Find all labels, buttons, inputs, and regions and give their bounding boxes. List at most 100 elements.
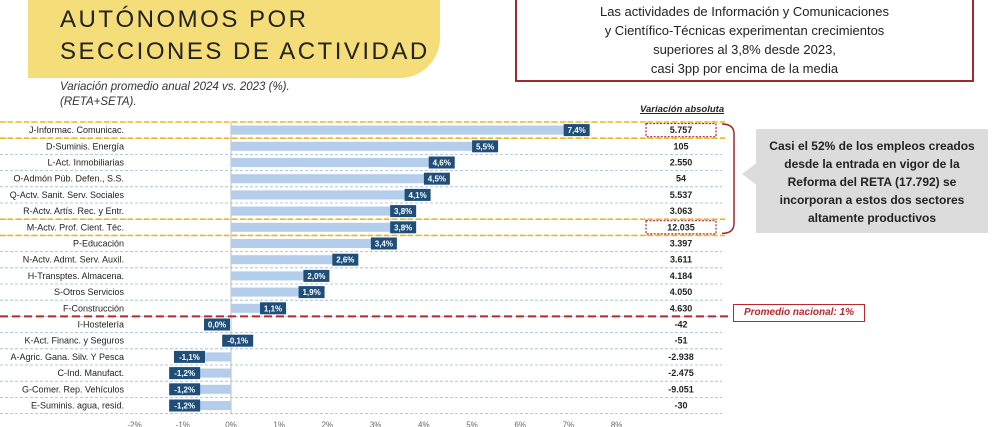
absolute-highlight-box: [645, 122, 717, 138]
page-title-line1: AUTÓNOMOS POR: [60, 6, 309, 33]
category-label: L-Act. Inmobiliarias: [47, 158, 124, 168]
subtitle-line1: Variación promedio anual 2024 vs. 2023 (…: [60, 81, 290, 93]
x-tick-label: 1%: [273, 421, 285, 427]
category-label: J-Informac. Comunicac.: [29, 125, 124, 135]
value-label: 2,0%: [307, 272, 325, 281]
absolute-value: 3.611: [670, 255, 692, 265]
category-label: G-Comer. Rep. Vehículos: [22, 384, 125, 394]
value-label: 1,9%: [302, 288, 320, 297]
value-label-box: [404, 188, 431, 201]
bar: [231, 125, 588, 135]
absolute-value: 5.757: [670, 125, 693, 135]
category-label: R-Actv. Artís. Rec. y Entr.: [23, 206, 124, 216]
side-note-line2: desde la entrada en vigor de la: [784, 157, 960, 171]
value-label-box: [390, 205, 417, 218]
value-label-box: [390, 221, 417, 234]
x-tick-label: 4%: [418, 421, 430, 427]
bar: [173, 384, 231, 394]
absolute-value: 5.537: [670, 190, 693, 200]
side-note-line1: Casi el 52% de los empleos creados: [769, 139, 975, 153]
value-label-box: [472, 140, 499, 153]
x-tick-label: 2%: [322, 421, 334, 427]
value-label: 3,8%: [394, 207, 412, 216]
value-label: 2,6%: [336, 256, 354, 265]
bar: [231, 190, 429, 200]
absolute-value: -9.051: [668, 384, 694, 394]
bar: [231, 141, 497, 151]
value-label: -0,1%: [227, 337, 248, 346]
absolute-value: 4.050: [670, 287, 693, 297]
value-label-box: [169, 383, 201, 396]
absolute-highlight-box: [645, 220, 717, 235]
absolute-value: 3.397: [670, 239, 693, 249]
category-label: Q-Actv. Sanit. Serv. Sociales: [10, 190, 125, 200]
value-label-box: [204, 318, 230, 331]
bar: [231, 303, 285, 313]
value-label: -1,2%: [174, 385, 195, 394]
bar: [173, 401, 231, 410]
bar: [231, 271, 328, 281]
note-line1: Las actividades de Información y Comunic…: [599, 4, 890, 19]
category-label: F-Construcción: [63, 303, 124, 313]
x-tick-label: 6%: [514, 421, 526, 427]
bar: [231, 255, 357, 265]
absolute-value: -2.938: [668, 352, 694, 362]
absolute-value: 4.630: [670, 303, 693, 313]
bar: [231, 158, 453, 167]
x-tick-label: 0%: [225, 421, 237, 427]
x-tick-label: -2%: [127, 421, 141, 427]
bracket: [721, 123, 735, 235]
category-label: E-Suminis. agua, resid.: [31, 401, 124, 411]
absolute-value: 2.550: [670, 158, 693, 168]
value-label: 7,4%: [568, 126, 586, 135]
bar: [231, 174, 448, 184]
top-note-box: Las actividades de Información y Comunic…: [515, 0, 974, 82]
note-line2: y Científico-Técnicas experimentan creci…: [604, 23, 885, 38]
bar: [231, 206, 415, 216]
average-label: Promedio nacional: 1%: [733, 304, 865, 322]
value-label: 0,0%: [208, 321, 226, 330]
category-label: P-Educación: [73, 239, 124, 249]
value-label-box: [370, 237, 397, 250]
value-label: -1,2%: [174, 369, 195, 378]
x-tick-label: 3%: [370, 421, 382, 427]
absolute-value: 4.184: [670, 271, 693, 281]
absolute-value: 105: [673, 141, 688, 151]
value-label-box: [563, 124, 590, 137]
category-label: H-Transptes. Almacena.: [28, 271, 124, 281]
value-label: 4,6%: [433, 159, 451, 168]
category-label: A-Agric. Gana. Silv. Y Pesca: [10, 352, 124, 362]
note-line4: casi 3pp por encima de la media: [650, 61, 839, 76]
category-label: O-Admón Púb. Defen., S.S.: [13, 174, 124, 184]
value-label-box: [428, 156, 455, 169]
x-tick-label: 8%: [611, 421, 623, 427]
value-label: 1,1%: [264, 304, 282, 313]
value-label: 5,5%: [476, 142, 494, 151]
title-highlight: [28, 0, 440, 78]
value-label: 4,1%: [409, 191, 427, 200]
bar: [231, 287, 323, 297]
value-label-box: [423, 172, 450, 185]
bar: [231, 222, 415, 232]
category-label: K-Act. Financ. y Seguros: [24, 336, 124, 346]
note-line3: superiores al 3,8% desde 2023,: [653, 42, 836, 57]
value-label: 3,8%: [394, 223, 412, 232]
x-tick-label: -1%: [176, 421, 190, 427]
bar: [173, 368, 231, 378]
value-label-box: [173, 350, 205, 363]
category-label: N-Actv. Admt. Serv. Auxil.: [23, 255, 124, 265]
category-label: I-Hostelería: [77, 320, 124, 330]
side-note-box: Casi el 52% de los empleos creados desde…: [756, 129, 988, 233]
absolute-value: 54: [676, 174, 686, 184]
value-label: 4,5%: [428, 175, 446, 184]
value-label: -1,1%: [179, 353, 200, 362]
category-label: D-Suminis. Energía: [46, 141, 124, 151]
side-note-line5: altamente productivos: [807, 211, 937, 225]
page-title-line2: SECCIONES DE ACTIVIDAD: [60, 38, 430, 65]
side-note-line3: Reforma del RETA (17.792) se: [787, 175, 957, 189]
subtitle-line2: (RETA+SETA).: [60, 96, 137, 108]
value-label-box: [298, 286, 325, 299]
value-label-box: [222, 334, 254, 347]
absolute-value: -51: [674, 336, 687, 346]
